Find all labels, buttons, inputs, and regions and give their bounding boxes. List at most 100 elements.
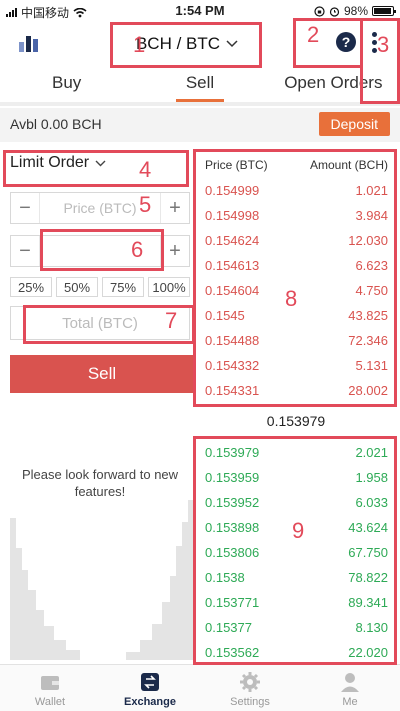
amount-column-header: Amount (BCH) (309, 158, 388, 172)
order-type-label: Limit Order (10, 154, 90, 171)
ask-price: 0.154999 (205, 183, 260, 198)
bid-price: 0.153952 (205, 495, 260, 510)
status-time: 1:54 PM (175, 3, 225, 18)
wallet-icon (41, 676, 59, 690)
status-left: 中国移动 (6, 4, 87, 21)
bid-amount: 89.341 (348, 595, 388, 610)
order-type-selector[interactable]: Limit Order (10, 154, 106, 172)
bid-row[interactable]: 0.153898 43.624 (196, 515, 396, 540)
price-input[interactable]: Price (BTC) (39, 193, 161, 223)
bid-price: 0.153959 (205, 470, 260, 485)
percent-75-button[interactable]: 75% (102, 277, 144, 297)
price-decrease-button[interactable]: − (19, 196, 31, 219)
nav-me-label: Me (342, 696, 358, 708)
ask-amount: 72.346 (348, 333, 388, 348)
chevron-down-icon (95, 160, 106, 166)
bid-row[interactable]: 0.153952 6.033 (196, 490, 396, 515)
annotation-number-2: 2 (307, 22, 320, 47)
tab-buy[interactable]: Buy (52, 73, 82, 92)
battery-percent: 98% (343, 4, 368, 18)
bid-price: 0.153562 (205, 645, 260, 660)
bid-row[interactable]: 0.153771 89.341 (196, 590, 396, 615)
ask-price: 0.154488 (205, 333, 260, 348)
bid-row[interactable]: 0.153959 1.958 (196, 465, 396, 490)
pair-selector[interactable]: BCH / BTC (112, 25, 262, 63)
lock-rotation-icon (314, 5, 325, 17)
ask-row[interactable]: 0.154604 4.750 (196, 278, 396, 303)
percent-25-button[interactable]: 25% (10, 277, 52, 297)
nav-exchange[interactable]: Exchange (100, 665, 200, 711)
nav-settings-label: Settings (230, 696, 270, 708)
tab-sell[interactable]: Sell (133, 68, 266, 102)
annotation-number-4: 4 (139, 157, 152, 182)
bid-row[interactable]: 0.153979 2.021 (196, 440, 396, 465)
pair-label: BCH / BTC (135, 34, 221, 53)
order-book-header: Price (BTC) Amount (BCH) (196, 154, 396, 176)
bid-row[interactable]: 0.153562 22.020 (196, 640, 396, 665)
amount-input[interactable] (39, 236, 161, 266)
ask-row[interactable]: 0.154624 12.030 (196, 228, 396, 253)
amount-decrease-button[interactable]: − (19, 239, 31, 262)
bid-row[interactable]: 0.153806 67.750 (196, 540, 396, 565)
bid-row[interactable]: 0.15377 8.130 (196, 615, 396, 640)
bid-amount: 2.021 (355, 445, 388, 460)
nav-wallet[interactable]: Wallet (0, 665, 100, 711)
ask-row[interactable]: 0.154332 5.131 (196, 353, 396, 378)
annotation-number-6: 6 (131, 237, 144, 262)
annotation-number-1: 1 (133, 32, 146, 57)
deposit-button[interactable]: Deposit (318, 112, 390, 136)
bid-price: 0.153898 (205, 520, 260, 535)
bid-row[interactable]: 0.1538 78.822 (196, 565, 396, 590)
price-stepper: − Price (BTC) + (10, 192, 190, 224)
ask-row[interactable]: 0.154488 72.346 (196, 328, 396, 353)
price-column-header: Price (BTC) (205, 158, 268, 172)
gear-icon (240, 672, 260, 692)
amount-stepper: − + (10, 235, 190, 267)
bid-price: 0.1538 (205, 570, 245, 585)
bid-price: 0.15377 (205, 620, 252, 635)
percent-selector: 25% 50% 75% 100% (10, 277, 190, 297)
ask-amount: 12.030 (348, 233, 388, 248)
ask-amount: 6.623 (355, 258, 388, 273)
nav-wallet-label: Wallet (34, 696, 66, 708)
ask-row[interactable]: 0.1545 43.825 (196, 303, 396, 328)
tab-open-orders[interactable]: Open Orders (284, 73, 383, 92)
ask-price: 0.154604 (205, 283, 260, 298)
more-options-icon[interactable] (372, 32, 380, 54)
ask-amount: 43.825 (348, 308, 388, 323)
ask-price: 0.154331 (205, 383, 260, 398)
sell-button[interactable]: Sell (10, 355, 194, 393)
available-balance: Avbl 0.00 BCH (10, 116, 102, 132)
nav-exchange-label: Exchange (124, 696, 176, 708)
nav-me[interactable]: Me (300, 665, 400, 711)
price-increase-button[interactable]: + (169, 196, 181, 219)
bid-amount: 22.020 (348, 645, 388, 660)
ask-row[interactable]: 0.154999 1.021 (196, 178, 396, 203)
ask-row[interactable]: 0.154613 6.623 (196, 253, 396, 278)
status-right: 98% (314, 4, 396, 18)
ask-row[interactable]: 0.154331 28.002 (196, 378, 396, 403)
ask-amount: 5.131 (355, 358, 388, 373)
nav-settings[interactable]: Settings (200, 665, 300, 711)
app-logo-icon (19, 36, 38, 52)
balance-row: Avbl 0.00 BCH Deposit (0, 108, 400, 142)
annotation-number-9: 9 (292, 518, 305, 543)
ask-amount: 1.021 (355, 183, 388, 198)
amount-increase-button[interactable]: + (169, 239, 181, 262)
signal-icon (6, 8, 17, 17)
last-price: 0.153979 (266, 413, 326, 429)
ask-row[interactable]: 0.154998 3.984 (196, 203, 396, 228)
status-bar: 中国移动 1:54 PM 98% (0, 0, 400, 20)
annotation-number-8: 8 (285, 286, 298, 311)
help-icon[interactable]: ? (336, 32, 356, 52)
bid-amount: 78.822 (348, 570, 388, 585)
bid-amount: 43.624 (348, 520, 388, 535)
annotation-number-3: 3 (377, 32, 390, 57)
ask-price: 0.154624 (205, 233, 260, 248)
percent-100-button[interactable]: 100% (148, 277, 190, 297)
total-input[interactable]: Total (BTC) (10, 306, 190, 340)
bid-price: 0.153806 (205, 545, 260, 560)
percent-50-button[interactable]: 50% (56, 277, 98, 297)
bid-price: 0.153771 (205, 595, 260, 610)
bid-amount: 6.033 (355, 495, 388, 510)
